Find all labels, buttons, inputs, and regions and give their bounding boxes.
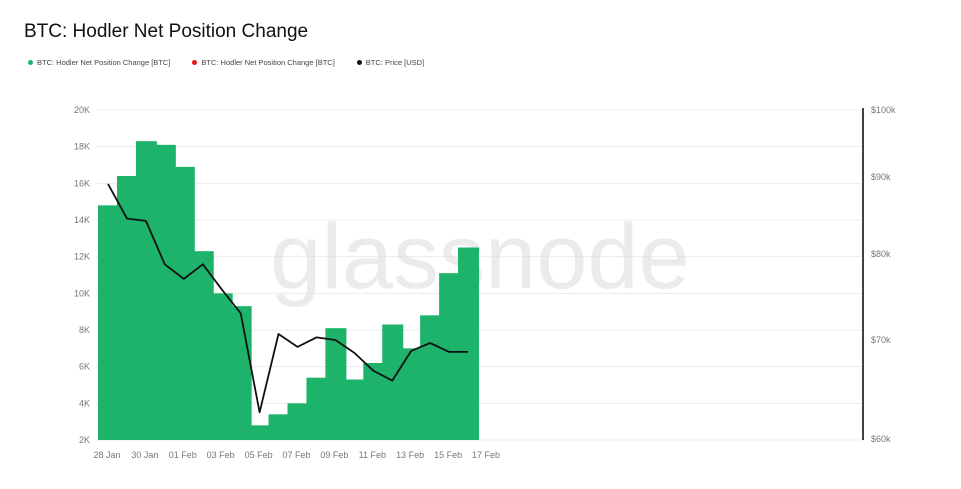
y-tick-label: 16K xyxy=(74,178,90,188)
bar xyxy=(211,293,233,440)
bar xyxy=(382,324,404,440)
y-tick-label: 2K xyxy=(79,435,90,445)
bar xyxy=(439,273,461,440)
price-line xyxy=(107,183,469,414)
axes: 2K 4K 6K 8K 10K 12K 14K 16K 18K 20K $60k $70k $80k $9… xyxy=(74,105,896,460)
bar xyxy=(344,379,366,440)
y-tick-label: 10K xyxy=(74,288,90,298)
legend-dot-icon xyxy=(28,60,33,65)
y-tick-label: 12K xyxy=(74,252,90,262)
x-tick-label: 13 Feb xyxy=(396,450,424,460)
bar xyxy=(306,377,328,440)
bar xyxy=(363,363,385,440)
bar-series xyxy=(98,141,480,441)
x-tick-label: 05 Feb xyxy=(245,450,273,460)
bar xyxy=(173,166,195,441)
legend-dot-icon xyxy=(356,60,362,65)
y2-tick-label: $90k xyxy=(871,172,891,182)
x-tick-label: 15 Feb xyxy=(434,450,462,460)
x-tick-label: 11 Feb xyxy=(359,450,386,460)
bar xyxy=(249,425,271,440)
y2-tick-label: $60k xyxy=(871,434,891,444)
legend-label: BTC: Hodler Net Position Change [BTC] xyxy=(201,58,335,67)
bar xyxy=(268,414,290,440)
legend-item-net-position[interactable]: BTC: Hodler Net Position Change [BTC] xyxy=(28,58,170,67)
bar xyxy=(116,176,138,440)
y2-tick-label: $80k xyxy=(871,249,891,259)
bar xyxy=(325,328,347,440)
legend-label: BTC: Hodler Net Position Change [BTC] xyxy=(37,58,171,67)
y2-tick-label: $100k xyxy=(871,105,896,115)
bar xyxy=(401,348,423,440)
bar xyxy=(458,247,480,440)
legend-label: BTC: Price [USD] xyxy=(365,58,425,67)
chart-title: BTC: Hodler Net Position Change xyxy=(24,21,309,42)
x-tick-label: 30 Jan xyxy=(131,450,158,460)
legend-dot-icon xyxy=(192,60,198,65)
y-tick-label: 8K xyxy=(79,325,90,335)
y-tick-label: 20K xyxy=(74,105,90,115)
watermark: glassnode xyxy=(270,206,689,308)
bar xyxy=(192,251,214,440)
bar xyxy=(287,403,309,440)
bar xyxy=(154,144,176,441)
y-tick-label: 14K xyxy=(74,215,90,225)
x-tick-label: 28 Jan xyxy=(93,450,120,460)
price-line-series xyxy=(107,183,469,414)
bar xyxy=(230,306,252,440)
x-tick-label: 17 Feb xyxy=(472,450,500,460)
y-tick-label: 6K xyxy=(79,362,90,372)
bar xyxy=(420,315,442,440)
x-tick-label: 09 Feb xyxy=(320,450,348,460)
x-tick-label: 07 Feb xyxy=(282,450,310,460)
legend-item-net-position-negative[interactable]: BTC: Hodler Net Position Change [BTC] xyxy=(192,58,335,67)
legend-item-price[interactable]: BTC: Price [USD] xyxy=(356,58,425,67)
y-tick-label: 18K xyxy=(74,142,90,152)
bar xyxy=(135,141,157,440)
x-tick-label: 01 Feb xyxy=(169,450,197,460)
x-tick-label: 03 Feb xyxy=(207,450,235,460)
legend: BTC: Hodler Net Position Change [BTC] BT… xyxy=(28,58,424,67)
y-tick-label: 4K xyxy=(79,398,90,408)
y2-tick-label: $70k xyxy=(871,335,891,345)
bar xyxy=(98,205,119,440)
